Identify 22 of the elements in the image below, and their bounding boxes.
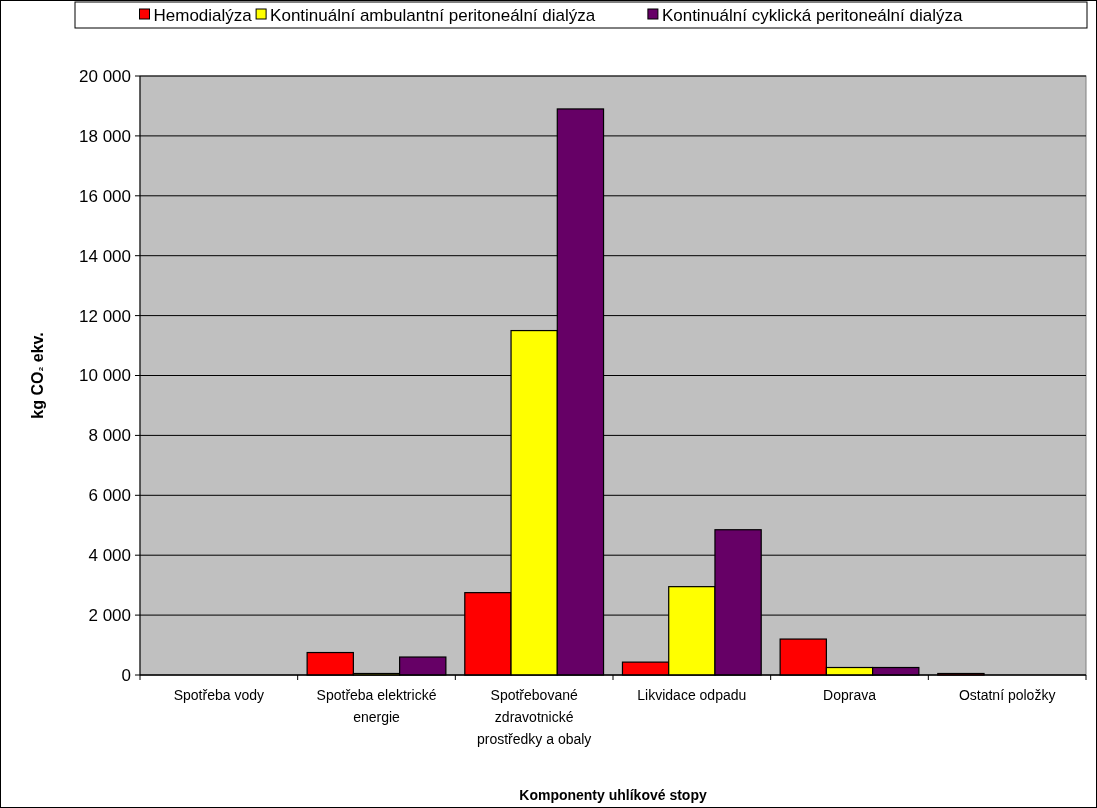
x-tick-label: Spotřebované zdravotnické prostředky a obaly <box>476 687 592 747</box>
legend-label: Kontinuální ambulantní peritoneální dialýza <box>270 5 596 25</box>
x-tick-label: Doprava <box>823 687 877 703</box>
y-tick-label: 16 000 <box>79 186 131 206</box>
x-tick-label: Spotřeba vody <box>173 687 264 703</box>
y-tick-label: 8 000 <box>88 426 131 446</box>
legend-label: Kontinuální cyklická peritoneální dialýza <box>661 5 963 25</box>
y-tick-label: 6 000 <box>88 486 131 506</box>
x-tick-label: Likvidace odpadu <box>637 687 747 703</box>
legend-label: Hemodialýza <box>153 5 253 25</box>
x-tick-label: Spotřeba elektrické energie <box>316 687 437 725</box>
y-tick-label: 20 000 <box>79 66 131 86</box>
y-tick-label: 14 000 <box>79 246 131 266</box>
y-axis-title: kg CO₂ ekv. <box>29 332 46 419</box>
y-tick-label: 10 000 <box>79 366 131 386</box>
y-tick-label: 2 000 <box>88 606 131 626</box>
y-tick-label: 12 000 <box>79 306 131 326</box>
y-tick-label: 18 000 <box>79 126 131 146</box>
y-tick-label: 4 000 <box>88 546 131 566</box>
y-tick-label: 0 <box>121 665 131 685</box>
x-tick-label: Ostatní položky <box>958 687 1056 703</box>
x-axis-title: Komponenty uhlíkové stopy <box>519 787 707 803</box>
